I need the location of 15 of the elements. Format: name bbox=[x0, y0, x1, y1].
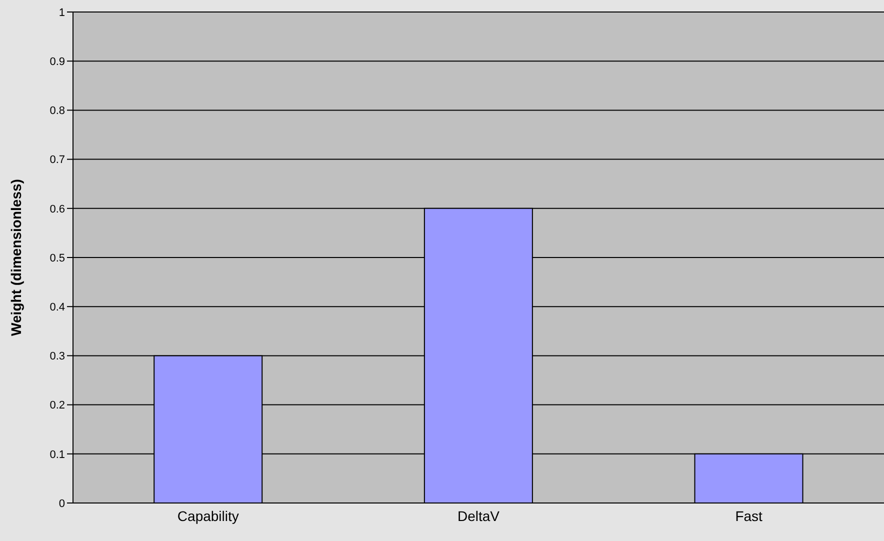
y-tick-label: 0.7 bbox=[50, 154, 65, 166]
x-tick-label: Capability bbox=[177, 508, 239, 524]
y-tick-label: 0.8 bbox=[50, 105, 65, 118]
x-tick-label: DeltaV bbox=[457, 508, 500, 524]
y-tick-label: 0.6 bbox=[50, 203, 65, 216]
y-tick-label: 0.9 bbox=[50, 56, 65, 68]
y-tick-label: 0.5 bbox=[50, 252, 65, 264]
y-tick-label: 0.2 bbox=[50, 400, 65, 412]
y-tick-label: 0.3 bbox=[50, 350, 65, 363]
x-tick-label: Fast bbox=[735, 508, 763, 524]
y-tick-label: 1 bbox=[58, 6, 65, 19]
y-tick-label: 0.4 bbox=[50, 302, 65, 314]
y-tick-label: 0 bbox=[58, 498, 65, 510]
y-axis-title: Weight (dimensionless) bbox=[8, 179, 24, 336]
y-tick-label: 0.1 bbox=[50, 448, 65, 461]
